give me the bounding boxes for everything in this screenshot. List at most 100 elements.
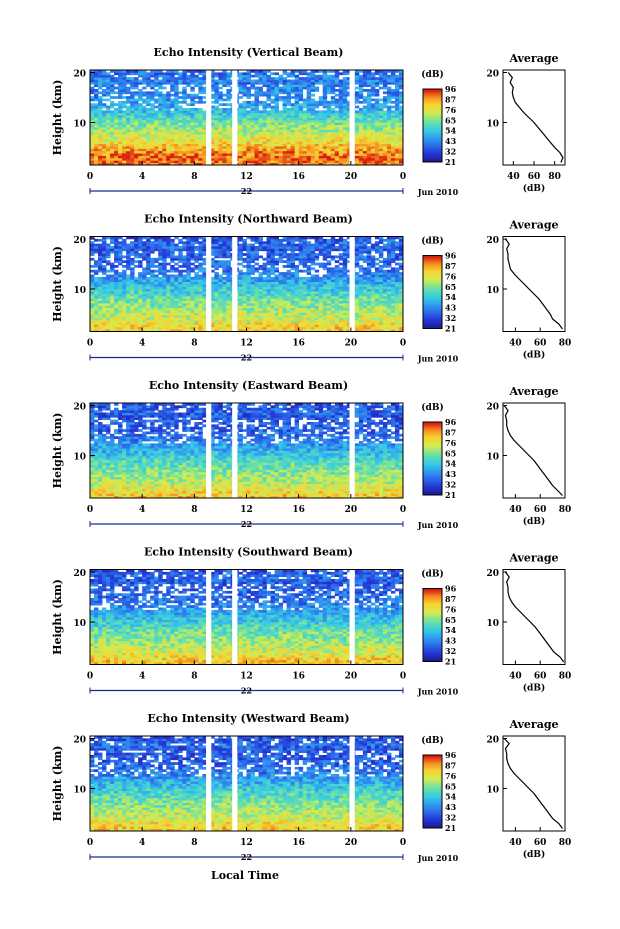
heatmap-cell: [134, 310, 139, 313]
heatmap-cell: [158, 307, 163, 311]
heatmap-cell: [126, 122, 131, 126]
heatmap-cell: [258, 129, 263, 133]
heatmap-cell: [370, 146, 376, 149]
heatmap-cell: [94, 129, 99, 133]
heatmap-cell: [110, 307, 115, 311]
heatmap-cell: [382, 86, 388, 90]
heatmap-cell: [370, 89, 376, 92]
heatmap-cell: [370, 105, 376, 109]
heatmap-cell: [382, 91, 388, 95]
heatmap-cell: [110, 314, 115, 318]
heatmap-cell: [302, 298, 308, 302]
heatmap-cell: [302, 314, 308, 318]
heatmap-cell: [190, 319, 195, 323]
heatmap-cell: [242, 286, 247, 290]
heatmap-cell: [218, 279, 223, 283]
heatmap-cell: [246, 307, 251, 311]
heatmap-cell: [386, 136, 392, 140]
heatmap-cell: [290, 291, 296, 294]
heatmap-cell: [110, 281, 115, 285]
heatmap-cell: [362, 131, 368, 135]
heatmap-cell: [394, 127, 400, 130]
heatmap-cell: [322, 319, 328, 323]
heatmap-cell: [246, 79, 251, 83]
heatmap-cell: [338, 162, 344, 166]
heatmap-cell: [366, 153, 372, 156]
heatmap-cell: [182, 96, 187, 99]
heatmap-cell: [182, 288, 187, 292]
colorbar-frame: [422, 88, 443, 163]
heatmap-cell: [282, 138, 288, 142]
heatmap-cell: [398, 98, 404, 102]
heatmap-cell: [122, 96, 127, 99]
heatmap-cell: [382, 127, 388, 130]
heatmap-cell: [278, 272, 284, 275]
heatmap-cell: [254, 300, 259, 304]
heatmap-cell: [338, 284, 344, 287]
heatmap-cell: [194, 134, 199, 137]
heatmap-cell: [130, 122, 135, 126]
heatmap-cell: [362, 281, 368, 285]
heatmap-cell: [374, 84, 380, 88]
heatmap-cell: [162, 129, 167, 133]
heatmap-cell: [122, 134, 127, 137]
heatmap-cell: [386, 81, 392, 85]
heatmap-cell: [174, 124, 179, 128]
heatmap-cell: [366, 134, 372, 137]
heatmap-cell: [146, 286, 151, 290]
heatmap-cell: [302, 77, 308, 80]
heatmap-cell: [118, 298, 123, 302]
heatmap-cell: [386, 319, 392, 323]
heatmap-cell: [310, 70, 316, 73]
heatmap-cell: [390, 329, 396, 332]
heatmap-cell: [194, 108, 199, 111]
heatmap-cell: [110, 312, 115, 316]
data-gap: [232, 70, 238, 165]
heatmap-cell: [138, 143, 143, 147]
heatmap-cell: [242, 93, 247, 97]
heatmap-cell: [174, 115, 179, 118]
heatmap-cell: [390, 160, 396, 164]
heatmap-cell: [222, 288, 227, 292]
heatmap-cell: [278, 112, 284, 116]
heatmap-cell: [314, 286, 320, 290]
heatmap-cell: [398, 74, 404, 78]
heatmap-cell: [362, 157, 368, 161]
heatmap-cell: [146, 100, 151, 104]
heatmap-cell: [378, 115, 384, 118]
heatmap-cell: [214, 74, 219, 78]
heatmap-cell: [298, 115, 304, 118]
heatmap-cell: [370, 93, 376, 97]
heatmap-cell: [158, 155, 163, 159]
heatmap-cell: [258, 312, 263, 316]
heatmap-cell: [370, 117, 376, 121]
heatmap-cell: [314, 77, 320, 80]
heatmap-cell: [254, 96, 259, 99]
heatmap-cell: [390, 138, 396, 142]
heatmap-cell: [174, 279, 179, 283]
colorbar-segment: [423, 153, 442, 156]
heatmap-cell: [278, 307, 284, 311]
heatmap-cell: [222, 300, 227, 304]
heatmap-cell: [146, 72, 151, 76]
heatmap-cell: [138, 155, 143, 159]
heatmap-cell: [222, 324, 227, 328]
heatmap-cell: [158, 112, 163, 116]
heatmap-cell: [346, 70, 352, 73]
heatmap-cell: [362, 303, 368, 306]
heatmap-cell: [354, 162, 360, 166]
heatmap-cell: [214, 112, 219, 116]
heatmap-cell: [262, 119, 267, 123]
heatmap-cell: [326, 112, 332, 116]
heatmap-cell: [142, 136, 147, 140]
heatmap-cell: [354, 138, 360, 142]
heatmap-cell: [122, 138, 127, 142]
heatmap-cell: [226, 91, 231, 95]
heatmap-cell: [386, 288, 392, 292]
heatmap-cell: [334, 98, 340, 102]
heatmap-cell: [250, 105, 255, 109]
heatmap-cell: [202, 291, 207, 294]
heatmap-cell: [190, 72, 195, 76]
heatmap-cell: [178, 326, 183, 330]
heatmap-cell: [242, 136, 247, 140]
